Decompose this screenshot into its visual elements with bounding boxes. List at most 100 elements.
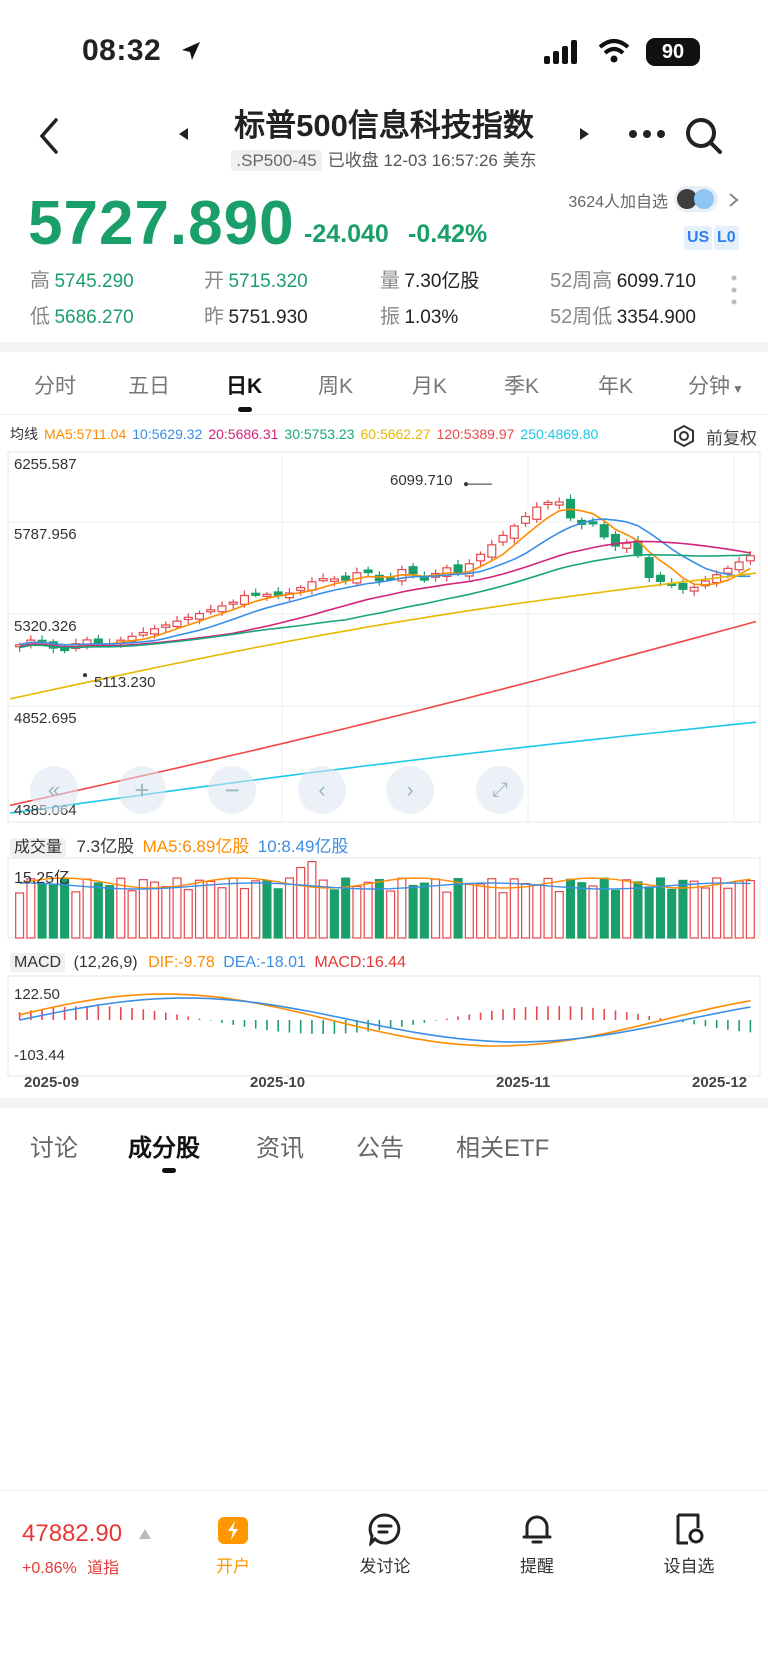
tab-announcements[interactable]: 公告 xyxy=(356,1135,404,1162)
ticker-index-value[interactable]: 47882.90 xyxy=(22,1520,123,1547)
volume-bar xyxy=(655,877,665,939)
tab-quarterly-k[interactable]: 季K xyxy=(504,375,540,398)
tab-constituents[interactable]: 成分股 xyxy=(128,1135,200,1162)
adjust-mode[interactable]: 前复权 xyxy=(706,429,757,448)
ma-legend-item: 60:5662.27 xyxy=(360,426,431,442)
tab-five-day[interactable]: 五日 xyxy=(128,375,170,398)
volume-bar xyxy=(352,885,362,939)
candle-body xyxy=(734,561,744,571)
ma-legend-item: 250:4869.80 xyxy=(520,426,599,442)
more-icon[interactable] xyxy=(628,128,668,140)
chevron-right-icon[interactable] xyxy=(728,192,740,208)
volume-bar xyxy=(15,892,25,939)
zoom-out-button[interactable]: − xyxy=(208,766,256,814)
nav-label: 发讨论 xyxy=(359,1557,411,1576)
macd-params: (12,26,9) xyxy=(73,954,138,971)
candle-body xyxy=(476,553,486,562)
search-icon[interactable] xyxy=(684,116,724,156)
nav-label: 开户 xyxy=(216,1557,250,1576)
tab-yearly-k[interactable]: 年K xyxy=(598,375,634,398)
volume-bar xyxy=(127,890,137,939)
macd-legend: MACD (12,26,9) DIF:-9.78 DEA:-18.01 MACD… xyxy=(10,953,406,972)
volume-bar xyxy=(644,886,654,939)
volume-bar xyxy=(318,879,328,939)
status-time: 08:32 xyxy=(82,34,162,67)
candle-body xyxy=(329,578,339,582)
back-icon[interactable] xyxy=(36,116,62,156)
price-change: -24.040 xyxy=(304,220,389,248)
location-arrow-icon xyxy=(182,42,200,60)
section-divider xyxy=(0,1098,768,1108)
y-tick-label: 5320.326 xyxy=(14,618,77,635)
volume-bar xyxy=(138,879,148,939)
high-marker-dot xyxy=(464,482,468,487)
volume-bar xyxy=(183,889,193,939)
tab-weekly-k[interactable]: 周K xyxy=(318,375,354,398)
tab-discussion[interactable]: 讨论 xyxy=(30,1135,78,1162)
volume-bar xyxy=(105,885,115,939)
zoom-in-button[interactable]: + xyxy=(118,766,166,814)
volume-ma10-line xyxy=(19,882,751,890)
tab-news[interactable]: 资讯 xyxy=(256,1135,304,1162)
candle-body xyxy=(194,612,205,620)
volume-bar xyxy=(498,892,508,939)
volume-bar xyxy=(48,884,58,939)
x-tick-label: 2025-12 xyxy=(692,1074,748,1091)
volume-panel-frame xyxy=(7,857,761,939)
kline-chart[interactable] xyxy=(0,450,768,1100)
ma-line xyxy=(19,540,751,648)
market-status: 已收盘 12-03 16:57:26 美东 xyxy=(327,151,537,170)
nav-open-account[interactable]: 开户 xyxy=(183,1512,283,1577)
adjust-settings-icon[interactable] xyxy=(672,424,696,448)
candle-body xyxy=(520,515,531,524)
volume-bar xyxy=(341,877,351,939)
candle-body xyxy=(217,605,227,613)
nav-alert[interactable]: 提醒 xyxy=(487,1512,587,1577)
volume-bar xyxy=(622,879,632,939)
volume-current: 7.3亿股 xyxy=(76,837,135,856)
volume-bar xyxy=(262,880,272,939)
macd-panel-frame xyxy=(7,975,761,1077)
prev-stock-icon[interactable] xyxy=(176,126,190,142)
nav-watchlist[interactable]: 设自选 xyxy=(639,1512,739,1577)
nav-post-discussion[interactable]: 发讨论 xyxy=(335,1512,435,1577)
high-marker-label: 6099.710 xyxy=(390,472,453,489)
volume-bar xyxy=(273,888,283,939)
scroll-right-button[interactable]: › xyxy=(386,766,434,814)
macd-dea: DEA:-18.01 xyxy=(223,954,306,971)
header-subtitle: .SP500-45 已收盘 12-03 16:57:26 美东 xyxy=(0,146,768,171)
volume-bar xyxy=(723,887,733,939)
tab-time-share[interactable]: 分时 xyxy=(34,375,76,398)
chevron-down-icon: ▼ xyxy=(732,382,744,396)
ticker-code: .SP500-45 xyxy=(231,150,322,171)
candle-body xyxy=(341,575,351,581)
more-stats-icon[interactable] xyxy=(730,274,738,308)
fullscreen-button[interactable]: ⤢ xyxy=(476,766,524,814)
volume-bar xyxy=(217,887,227,939)
next-stock-icon[interactable] xyxy=(578,126,592,142)
active-detail-indicator xyxy=(162,1168,176,1173)
nav-label: 提醒 xyxy=(520,1557,554,1576)
ma-line xyxy=(19,553,751,649)
tab-minute[interactable]: 分钟 ▼ xyxy=(688,370,744,400)
tab-daily-k[interactable]: 日K xyxy=(226,375,263,398)
chat-icon xyxy=(368,1513,401,1546)
index-change-value: +0.86% xyxy=(22,1560,77,1577)
volume-bar xyxy=(700,887,710,939)
volume-bar xyxy=(633,881,643,939)
volume-bar xyxy=(543,877,553,939)
volume-bar xyxy=(307,860,317,939)
battery-icon: 90 xyxy=(646,38,700,66)
tab-monthly-k[interactable]: 月K xyxy=(412,375,448,398)
candle-body xyxy=(149,628,160,635)
candle-body xyxy=(678,582,688,590)
candle-body xyxy=(183,616,193,621)
volume-bar xyxy=(296,866,306,939)
scroll-left-button[interactable]: ‹ xyxy=(298,766,346,814)
tab-related-etf[interactable]: 相关ETF xyxy=(456,1135,550,1162)
scroll-start-button[interactable]: « xyxy=(30,766,78,814)
candle-body xyxy=(318,578,328,582)
candle-body xyxy=(453,564,463,574)
volume-bar xyxy=(71,891,81,939)
volume-bar xyxy=(431,878,441,939)
